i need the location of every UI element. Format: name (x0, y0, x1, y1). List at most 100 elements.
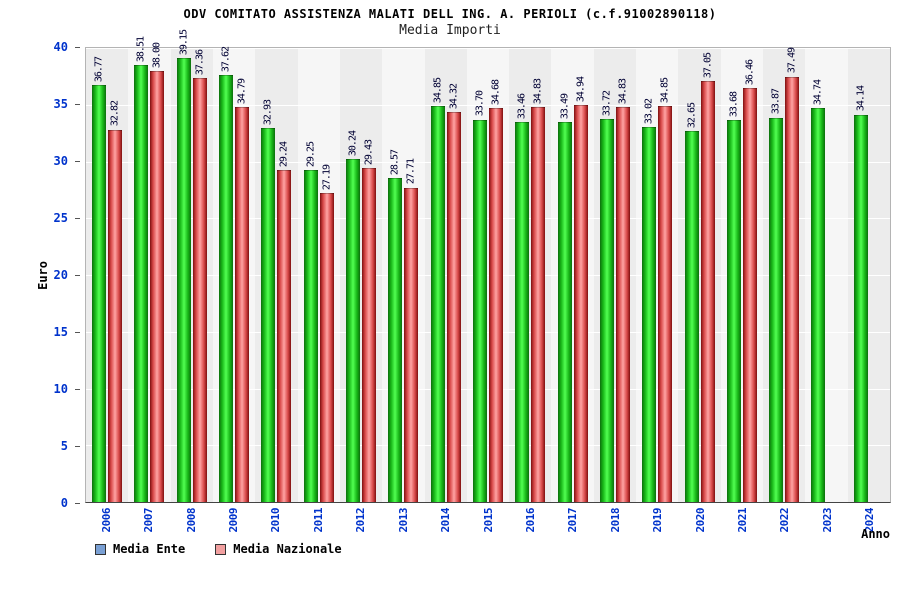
bar-media-nazionale-2016 (531, 106, 546, 502)
bar-group-2021: 33.68 36.46 (720, 48, 763, 502)
bar-media-ente-2010 (261, 128, 276, 502)
legend-label-media-ente: Media Ente (113, 542, 186, 556)
y-axis: 0 5 10 15 20 25 30 35 40 (0, 40, 80, 510)
x-tick-label-2007: 2007 (142, 508, 156, 533)
bar-group-2008: 39.15 37.36 (170, 30, 213, 502)
bar-media-ente-2021 (726, 119, 741, 502)
x-tick-label-2013: 2013 (396, 508, 410, 533)
y-tick-mark (75, 104, 80, 105)
x-tick-label-2023: 2023 (820, 508, 834, 533)
bar-value-label-2023: 34.74 (812, 79, 824, 105)
y-tick-label-10: 10 (53, 382, 68, 396)
bar-media-nazionale-2009 (235, 107, 250, 502)
bar-value-label-2013: 28.57 (389, 149, 401, 175)
bar-group-2017: 33.49 34.94 (551, 48, 594, 502)
bar-group-2016: 33.46 34.83 (509, 48, 552, 502)
bar-media-nazionale-2010 (277, 170, 292, 502)
legend-swatch-media-ente (95, 543, 106, 555)
bar-media-nazionale-2022 (785, 76, 800, 502)
bar-value-label-2010: 29.24 (278, 142, 290, 168)
bar-media-ente-2018 (599, 119, 614, 502)
y-tick-mark (75, 446, 80, 447)
bar-value-label-2022: 37.49 (786, 48, 798, 74)
bar-group-2024: 34.14 (847, 48, 890, 502)
legend: Media Ente Media Nazionale (95, 542, 342, 556)
bar-group-2007: 38.51 38.00 (128, 37, 171, 502)
bar-media-ente-2022 (769, 117, 784, 502)
legend-item-media-ente: Media Ente (95, 542, 185, 556)
bar-media-nazionale-2021 (742, 88, 757, 502)
bar-value-label-2015: 34.68 (490, 80, 502, 106)
y-tick-label-25: 25 (53, 211, 68, 225)
x-tick-label-2018: 2018 (608, 508, 622, 533)
bar-value-label-2021: 33.68 (728, 91, 740, 117)
bar-media-ente-2009 (219, 75, 234, 502)
x-tick-label-2015: 2015 (481, 508, 495, 533)
bar-group-2010: 32.93 29.24 (255, 48, 298, 502)
x-tick-label-2014: 2014 (439, 508, 453, 533)
bar-media-ente-2007 (134, 64, 149, 502)
bar-group-2023: 34.74 (805, 48, 848, 502)
bar-media-nazionale-2013 (404, 187, 419, 502)
bar-value-label-2014: 34.85 (432, 78, 444, 104)
plot-area: 36.77 32.82 38.51 38.00 39.15 37.36 37.62 34.79… (85, 30, 891, 503)
bar-group-2014: 34.85 34.32 (424, 48, 467, 502)
bar-value-label-2011: 29.25 (305, 141, 317, 168)
y-tick-mark (75, 47, 80, 48)
bar-media-ente-2011 (303, 170, 318, 502)
bar-group-2006: 36.77 32.82 (86, 48, 129, 502)
bar-value-label-2007: 38.00 (151, 42, 163, 68)
x-tick-label-2020: 2020 (693, 508, 707, 533)
bar-media-nazionale-2015 (488, 108, 503, 502)
y-tick-mark (75, 218, 80, 219)
bar-value-label-2024: 34.14 (855, 86, 867, 112)
bar-media-nazionale-2018 (615, 106, 630, 502)
bar-media-ente-2012 (346, 158, 361, 502)
bar-value-label-2012: 30.24 (347, 130, 359, 156)
bar-media-nazionale-2012 (362, 167, 377, 502)
bar-value-label-2019: 33.02 (643, 99, 655, 125)
x-tick-label-2009: 2009 (226, 508, 240, 533)
x-tick-label-2011: 2011 (311, 508, 325, 533)
bar-media-nazionale-2014 (446, 112, 461, 502)
bar-media-ente-2020 (684, 131, 699, 502)
bar-media-ente-2008 (176, 57, 191, 502)
bar-value-label-2012: 29.43 (363, 139, 375, 165)
bar-value-label-2010: 32.93 (262, 100, 274, 126)
bar-value-label-2020: 37.05 (702, 53, 714, 79)
x-tick-label-2016: 2016 (523, 508, 537, 533)
bar-media-ente-2019 (642, 127, 657, 502)
y-tick-mark (75, 161, 80, 162)
chart-subtitle: Media Importi (399, 23, 501, 38)
y-tick-label-0: 0 (60, 496, 68, 510)
bar-value-label-2006: 32.82 (109, 101, 121, 127)
bar-value-label-2017: 34.94 (575, 77, 587, 103)
bar-media-ente-2024 (853, 114, 868, 502)
bar-group-2012: 30.24 29.43 (339, 48, 383, 502)
bar-value-label-2018: 33.72 (601, 91, 613, 117)
bar-value-label-2018: 34.83 (617, 78, 629, 104)
bar-group-2009: 37.62 34.79 (212, 47, 256, 502)
y-tick-label-40: 40 (53, 40, 68, 54)
bar-media-ente-2015 (472, 119, 487, 502)
x-tick-label-2022: 2022 (778, 508, 792, 533)
bar-value-label-2008: 37.36 (194, 49, 206, 75)
y-tick-label-35: 35 (53, 97, 68, 111)
bar-media-ente-2016 (515, 122, 530, 502)
x-tick-label-2008: 2008 (184, 508, 198, 533)
bar-value-label-2021: 36.46 (744, 60, 756, 86)
x-tick-label-2006: 2006 (99, 508, 113, 533)
bar-value-label-2020: 32.65 (686, 103, 698, 129)
chart-title: ODV COMITATO ASSISTENZA MALATI DELL ING.… (183, 7, 717, 21)
bar-value-label-2014: 34.32 (448, 84, 460, 110)
y-tick-label-20: 20 (53, 268, 68, 282)
bar-media-nazionale-2011 (319, 193, 334, 502)
bar-value-label-2009: 34.79 (236, 79, 248, 105)
legend-swatch-media-nazionale (215, 543, 227, 555)
bar-media-ente-2006 (92, 84, 107, 502)
bar-value-label-2016: 34.83 (532, 78, 544, 104)
x-tick-label-2019: 2019 (651, 508, 665, 533)
y-tick-mark (75, 503, 80, 504)
bar-media-ente-2017 (557, 121, 572, 502)
